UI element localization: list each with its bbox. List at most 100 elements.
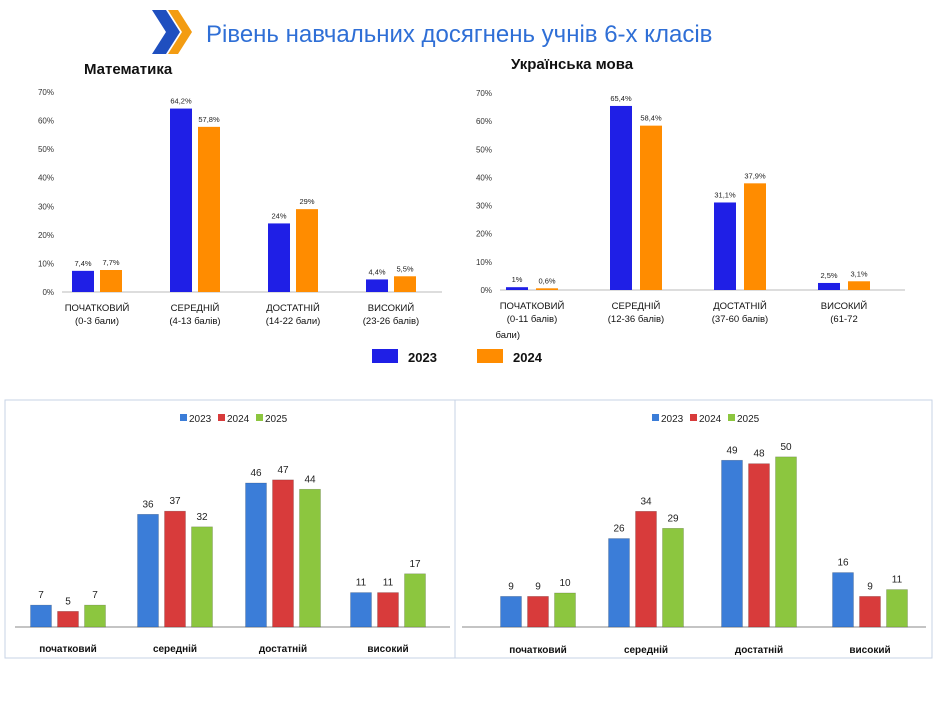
data-label: 17	[409, 559, 421, 570]
bar-2023	[268, 223, 290, 292]
legend-label: 2024	[513, 350, 543, 365]
bar-2024	[272, 479, 294, 628]
y-tick-label: 50%	[476, 145, 492, 154]
data-label: 11	[892, 575, 903, 586]
data-label: 7,4%	[74, 259, 91, 268]
legend-label: 2023	[189, 414, 212, 425]
bar-2025	[299, 488, 321, 628]
data-label: 31,1%	[714, 190, 736, 199]
bar-2024	[536, 288, 558, 290]
data-label: 9	[535, 581, 541, 592]
data-label: 9	[508, 581, 514, 592]
y-tick-label: 60%	[476, 117, 492, 126]
y-tick-label: 50%	[38, 145, 54, 154]
data-label: 29	[667, 513, 679, 524]
bar-2023	[721, 459, 743, 628]
category-label: середній	[624, 645, 668, 656]
bar-2025	[404, 573, 426, 628]
data-label: 11	[383, 578, 394, 589]
data-label: 0,6%	[538, 276, 555, 285]
data-label: 3,1%	[850, 269, 867, 278]
data-label: 37,9%	[744, 171, 766, 180]
chart-title: Математика	[84, 61, 173, 78]
data-label: 65,4%	[610, 94, 632, 103]
legend-label: 2025	[265, 414, 288, 425]
legend-swatch-2024	[690, 414, 697, 421]
bar-2025	[554, 592, 576, 628]
category-label: ПОЧАТКОВИЙ	[500, 300, 565, 312]
bar-2024	[744, 183, 766, 290]
category-label: бали)	[495, 330, 520, 341]
category-label: ПОЧАТКОВИЙ	[65, 302, 130, 314]
bar-2023	[245, 482, 267, 628]
data-label: 49	[726, 445, 738, 456]
bar-2024	[296, 209, 318, 292]
bar-2024	[640, 125, 662, 290]
data-label: 48	[753, 449, 765, 460]
data-label: 1%	[512, 275, 523, 284]
bar-2024	[394, 276, 416, 292]
data-label: 5	[65, 596, 71, 607]
bar-2023	[608, 538, 630, 628]
data-label: 46	[250, 468, 262, 479]
y-tick-label: 20%	[476, 230, 492, 239]
category-label: (23-26 балів)	[363, 316, 419, 327]
legend-swatch-2025	[256, 414, 263, 421]
bar-2023	[366, 279, 388, 292]
category-label: (61-72	[830, 314, 857, 325]
data-label: 36	[142, 499, 154, 510]
bar-2023	[137, 513, 159, 628]
category-label: ВИСОКИЙ	[368, 302, 415, 314]
y-tick-label: 40%	[476, 173, 492, 182]
legend-label: 2024	[699, 414, 722, 425]
bar-2023	[500, 596, 522, 628]
data-label: 34	[640, 496, 652, 507]
category-label: (37-60 балів)	[712, 314, 768, 325]
bottom-right-frame	[454, 399, 933, 659]
bar-2024	[164, 510, 186, 628]
category-label: початковий	[509, 645, 567, 656]
y-tick-label: 30%	[476, 202, 492, 211]
legend-swatch-2023	[652, 414, 659, 421]
y-tick-label: 70%	[476, 89, 492, 98]
legend-label: 2023	[408, 350, 437, 365]
category-label: (0-3 бали)	[75, 316, 119, 327]
logo-chevron-icon	[152, 10, 192, 54]
category-label: високий	[849, 645, 890, 656]
category-label: (14-22 бали)	[266, 316, 321, 327]
legend-label: 2023	[661, 414, 684, 425]
bar-2025	[662, 528, 684, 628]
data-label: 44	[304, 474, 316, 485]
data-label: 26	[613, 524, 625, 535]
bar-2025	[775, 456, 797, 628]
bar-2023	[506, 287, 528, 290]
data-label: 10	[559, 578, 571, 589]
category-label: середній	[153, 644, 197, 655]
page-title: Рівень навчальних досягнень учнів 6-х кл…	[206, 21, 712, 48]
category-label: достатній	[735, 645, 783, 656]
category-label: достатній	[259, 644, 307, 655]
y-tick-label: 70%	[38, 88, 54, 97]
ukrainian-chart: Українська мова 0% 10% 20% 30% 40% 50% 60% 70% 1%…	[476, 56, 905, 341]
y-tick-label: 30%	[38, 202, 54, 211]
data-label: 64,2%	[170, 97, 192, 106]
y-tick-label: 40%	[38, 174, 54, 183]
category-label: високий	[367, 644, 408, 655]
bar-2023	[610, 105, 632, 291]
bar-2025	[886, 589, 908, 628]
data-label: 32	[196, 512, 208, 523]
data-label: 5,5%	[396, 264, 413, 273]
legend-swatch-2025	[728, 414, 735, 421]
bar-2024	[635, 511, 657, 628]
data-label: 2,5%	[820, 271, 837, 280]
bar-2023	[714, 202, 736, 290]
bar-2024	[198, 126, 220, 292]
legend-label: 2024	[227, 414, 250, 425]
bottom-right-chart: 2023 2024 2025 9 9 10 початковий 26 34 29 середній…	[462, 414, 926, 656]
bar-2024	[100, 270, 122, 292]
category-label: СЕРЕДНІЙ	[612, 300, 661, 312]
data-label: 37	[169, 496, 181, 507]
category-label: ДОСТАТНІЙ	[266, 302, 320, 314]
bar-2023	[832, 572, 854, 628]
bar-2023	[350, 592, 372, 628]
